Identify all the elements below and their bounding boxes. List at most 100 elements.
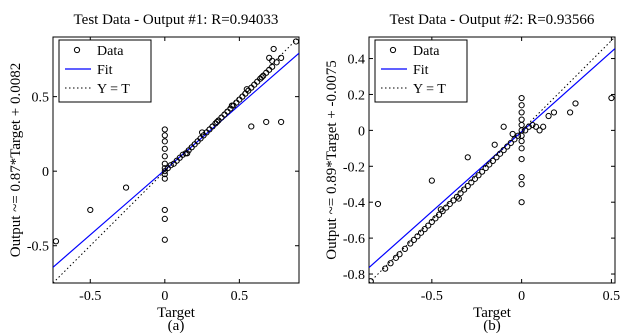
data-point [228,102,236,109]
data-point [518,138,525,145]
data-point [450,197,457,204]
data-point [198,129,206,136]
data-point [608,94,615,102]
data-point [87,206,94,214]
data-point [410,236,417,244]
x-tick-label: 0.5 [603,289,620,304]
legend: Data Fit Y = T [374,39,468,103]
y-tick-label: -0.4 [343,196,365,211]
data-point [511,136,518,143]
data-point [369,278,374,283]
x-axis-label: Target [157,305,196,321]
x-tick-label: -0.5 [421,289,443,304]
legend-data-marker [389,46,397,54]
data-point [161,215,168,222]
data-point [437,206,444,213]
data-point [269,63,276,70]
data-point [482,164,489,172]
data-point [479,168,486,175]
data-point [428,218,435,226]
data-point [496,150,504,157]
data-point [509,130,516,138]
data-point [518,145,525,152]
data-point [184,150,191,157]
legend-label: Fit [97,63,113,78]
data-point [161,132,168,139]
data-point [464,182,471,190]
x-axis-label: Target [473,305,512,321]
chart-title: Test Data - Output #2: R=0.93566 [390,12,595,28]
y-tick-label: -0.2 [343,160,365,175]
panel-caption: (b) [483,318,501,333]
data-point [407,240,414,247]
data-point [500,147,507,154]
data-point [518,94,525,102]
data-point [414,233,421,240]
data-point [425,222,432,229]
data-point [161,171,168,178]
data-point [518,199,525,206]
data-point [489,157,496,164]
data-point [468,179,475,186]
data-point [53,238,60,245]
data-point [518,173,525,181]
data-point [532,123,540,130]
data-point [435,211,443,218]
data-point [500,123,507,130]
chart-panel-1: Test Data - Output #1: R=0.94033 -0.5 0 0.5… [8,12,300,333]
data-point [514,132,522,139]
data-point [457,190,464,197]
data-point [258,74,265,81]
x-tick-label: 0 [161,289,168,304]
data-point [522,127,529,134]
data-point [428,177,435,184]
data-point [493,154,500,161]
data-point [518,109,525,116]
data-point [572,100,579,107]
data-point [161,138,168,145]
data-point [567,109,574,116]
data-point [550,109,558,116]
data-point [443,204,450,211]
legend: Data Fit Y = T [58,39,152,103]
data-point [504,143,511,150]
data-point [278,54,285,61]
data-point [518,181,525,188]
data-point [471,175,479,182]
data-point [270,45,277,53]
data-point [464,154,471,161]
data-point [507,139,514,147]
y-axis-label: Output ~= 0.87*Target + 0.0082 [8,63,24,258]
y-tick-label: 0.2 [348,88,366,103]
data-point [167,162,174,169]
data-point [161,126,168,133]
data-point [525,123,532,130]
plot-content [53,37,299,283]
data-point [455,195,462,202]
legend-label: Y = T [97,82,130,97]
data-point [374,200,382,208]
data-point [161,206,168,214]
data-point [453,193,461,200]
x-tick-label: 0 [518,289,525,304]
y-tick-label: -0.5 [27,240,49,255]
fit-line [53,52,299,268]
y-tick-label: -0.8 [343,268,365,283]
data-point [446,200,453,208]
y-tick-label: 0.4 [348,53,366,68]
data-point [518,102,525,109]
data-point [439,208,446,215]
plot-content [369,37,615,283]
legend-label: Data [413,44,440,59]
chart-title: Test Data - Output #1: R=0.94033 [74,12,279,28]
data-point [161,145,168,152]
data-point [382,265,389,272]
data-point [161,153,168,160]
data-point [396,251,403,258]
data-point [161,165,168,172]
data-point [278,118,285,126]
data-point [518,156,525,163]
legend-data-marker [73,46,81,54]
x-tick-label: -0.5 [79,289,101,304]
